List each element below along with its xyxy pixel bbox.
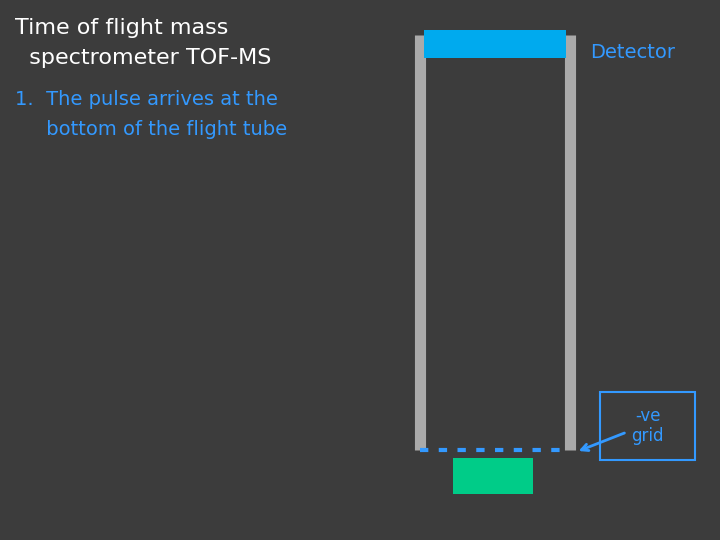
Bar xyxy=(600,392,695,460)
Bar xyxy=(453,458,533,494)
Text: spectrometer TOF-MS: spectrometer TOF-MS xyxy=(15,48,271,68)
Text: -ve
grid: -ve grid xyxy=(631,407,664,446)
Text: Time of flight mass: Time of flight mass xyxy=(15,18,228,38)
Text: Detector: Detector xyxy=(590,43,675,62)
Bar xyxy=(424,30,566,58)
Text: 1.  The pulse arrives at the: 1. The pulse arrives at the xyxy=(15,90,278,109)
Text: bottom of the flight tube: bottom of the flight tube xyxy=(15,120,287,139)
